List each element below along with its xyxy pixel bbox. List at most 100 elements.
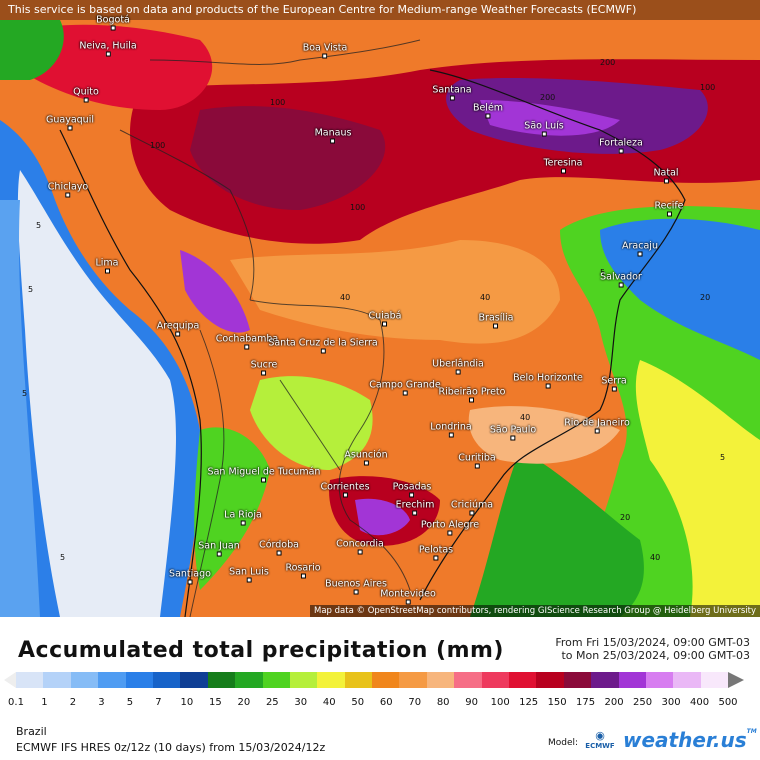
- city-label: Posadas: [392, 481, 432, 493]
- date-to: to Mon 25/03/2024, 09:00 GMT-03: [561, 649, 750, 662]
- city-label: Londrina: [430, 421, 472, 433]
- model-info: ECMWF IFS HRES 0z/12z (10 days) from 15/…: [16, 741, 326, 754]
- scale-tick-label: 90: [465, 697, 479, 708]
- ecmwf-disclaimer: This service is based on data and produc…: [0, 0, 760, 20]
- model-label: Model:: [548, 738, 579, 748]
- city-label: Erechim: [395, 499, 435, 511]
- svg-text:20: 20: [700, 293, 710, 302]
- city-label: Belém: [472, 102, 504, 114]
- city-label: San Luis: [229, 566, 269, 578]
- city-label: Uberlândia: [432, 358, 484, 370]
- region-name: Brazil: [16, 725, 47, 738]
- precipitation-map[interactable]: 5 5 5 100 100 100 200 200 100 5 20 5 40 40 40 20 40…: [0, 0, 760, 617]
- svg-text:5: 5: [36, 221, 41, 230]
- scale-swatch: [509, 672, 537, 688]
- pacific-blue-band: [0, 200, 40, 617]
- city-label: Santiago: [169, 568, 211, 580]
- city-label: San Miguel de Tucumán: [207, 466, 321, 478]
- scale-swatch: [426, 672, 455, 688]
- city-label: Recife: [654, 200, 684, 212]
- scale-tick-label: 250: [633, 697, 653, 708]
- svg-text:40: 40: [650, 553, 660, 562]
- city-label: Campo Grande: [369, 379, 441, 391]
- scale-swatch: [207, 672, 236, 688]
- color-scale: [16, 672, 729, 688]
- city-label: Natal: [653, 167, 679, 179]
- city-label: Curitiba: [458, 452, 496, 464]
- city-label: Corrientes: [320, 481, 370, 493]
- city-label: Rio de Janeiro: [564, 417, 630, 429]
- city-label: Lima: [95, 257, 119, 269]
- scale-swatch: [98, 672, 126, 688]
- city-label: Quito: [73, 86, 99, 98]
- scale-tick-label: 0.1: [8, 697, 24, 708]
- city-label: Manaus: [314, 127, 352, 139]
- city-label: Montevideo: [380, 588, 436, 600]
- city-label: Teresina: [543, 157, 583, 169]
- scale-swatch: [645, 672, 674, 688]
- scale-swatch: [262, 672, 290, 688]
- city-label: Córdoba: [259, 539, 299, 551]
- scale-swatch: [700, 672, 729, 688]
- scale-tick-label: 125: [519, 697, 539, 708]
- svg-text:5: 5: [720, 453, 725, 462]
- city-label: Pelotas: [418, 544, 454, 556]
- city-label: Chiclayo: [47, 181, 89, 193]
- city-label: Buenos Aires: [325, 578, 387, 590]
- scale-swatch: [235, 672, 263, 688]
- map-attribution[interactable]: Map data © OpenStreetMap contributors, r…: [310, 605, 760, 617]
- city-label: Cuiabá: [368, 310, 402, 322]
- scale-swatch: [372, 672, 400, 688]
- scale-swatch: [536, 672, 564, 688]
- city-label: Cochabamba: [215, 333, 279, 345]
- scale-swatch: [563, 672, 592, 688]
- weather-us-logo[interactable]: weather.usTM: [623, 728, 757, 752]
- city-label: Asunción: [344, 449, 388, 461]
- ecmwf-logo[interactable]: ◉ ECMWF: [580, 730, 620, 754]
- svg-text:200: 200: [540, 93, 555, 102]
- scale-tick-label: 400: [689, 697, 710, 708]
- northeast-violet: [480, 100, 620, 136]
- scale-tick-label: 80: [436, 697, 450, 708]
- legend-title: Accumulated total precipitation (mm): [18, 638, 504, 663]
- scale-tick-label: 300: [661, 697, 681, 708]
- scale-swatch: [344, 672, 373, 688]
- svg-text:100: 100: [700, 83, 715, 92]
- svg-text:20: 20: [620, 513, 630, 522]
- scale-ticks: 0.1 1 2 3 5 7 10 15 20 25 30 40 50 60 70 80 90 100 125 150 1…: [8, 697, 738, 711]
- atlantic-coastline: [419, 69, 686, 601]
- scale-tick-label: 10: [180, 697, 194, 708]
- scale-swatch: [152, 672, 181, 688]
- colombia-red: [20, 24, 213, 110]
- scale-tick-label: 15: [208, 697, 222, 708]
- scale-tick-label: 30: [294, 697, 308, 708]
- svg-text:5: 5: [22, 389, 27, 398]
- scale-tick-label: 150: [547, 697, 567, 708]
- city-label: Porto Alegre: [420, 519, 480, 531]
- scale-swatch: [454, 672, 482, 688]
- city-label: Rosario: [285, 562, 321, 574]
- city-label: Ribeirão Preto: [438, 386, 506, 398]
- city-label: Neiva, Huila: [79, 40, 137, 52]
- svg-text:100: 100: [350, 203, 365, 212]
- pacific-dry-area: [17, 170, 176, 617]
- scale-tick-label: 60: [379, 697, 393, 708]
- brand-text: weather.us: [623, 728, 747, 752]
- ecmwf-logo-text: ECMWF: [585, 742, 615, 750]
- scale-swatch: [180, 672, 208, 688]
- scale-swatch: [673, 672, 701, 688]
- date-range: From Fri 15/03/2024, 09:00 GMT-03 to Mon…: [555, 636, 750, 662]
- scale-tick-label: 70: [408, 697, 422, 708]
- city-label: Belo Horizonte: [513, 372, 583, 384]
- svg-text:5: 5: [60, 553, 65, 562]
- city-label: São Luís: [524, 120, 564, 132]
- svg-text:100: 100: [150, 141, 165, 150]
- city-label: Concordia: [336, 538, 384, 550]
- scale-tick-label: 200: [604, 697, 624, 708]
- scale-left-arrow: [4, 672, 16, 688]
- city-label: Santana: [432, 84, 472, 96]
- scale-swatch: [289, 672, 318, 688]
- scale-tick-label: 7: [155, 697, 162, 708]
- scale-swatch: [43, 672, 71, 688]
- svg-text:100: 100: [270, 98, 285, 107]
